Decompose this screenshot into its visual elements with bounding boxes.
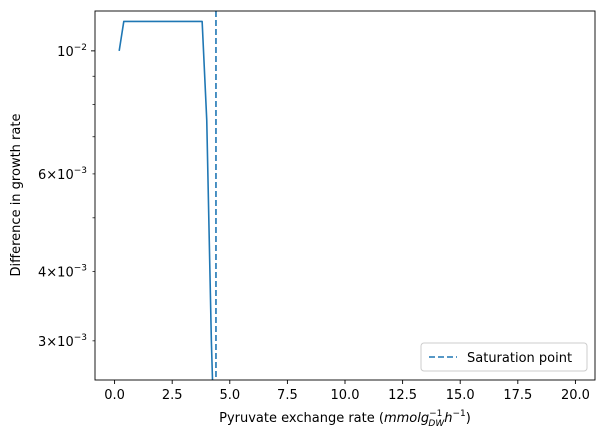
x-tick-label: 15.0 [446, 388, 475, 403]
series-line-1 [118, 20, 214, 380]
y-tick-label: 6×10−3 [38, 166, 87, 183]
y-tick-label-exponent: −3 [74, 264, 87, 274]
x-axis-label-close: ) [466, 411, 471, 426]
x-axis-label-open: ( [379, 411, 384, 426]
legend-box [420, 342, 588, 372]
plot-area [118, 11, 217, 380]
y-tick-label: 3×10−3 [38, 333, 87, 350]
y-tick-label-base: 10 [57, 266, 74, 281]
x-tick-label: 2.5 [162, 388, 183, 403]
y-tick-label: 10−2 [57, 43, 87, 60]
x-axis-label-text: Pyruvate exchange rate [219, 411, 375, 426]
x-axis-label-unit-sup: −1 [429, 409, 442, 419]
x-tick-label: 20.0 [561, 388, 590, 403]
x-axis-label-unit2: h [444, 411, 452, 426]
x-axis-label-unit-sub: DW [428, 419, 445, 429]
y-tick-label-base: 10 [57, 335, 74, 350]
x-tick-label: 5.0 [219, 388, 240, 403]
y-tick-label-base: 10 [57, 45, 74, 60]
y-axis-label: Difference in growth rate [9, 114, 24, 277]
x-tick-label: 10.0 [331, 388, 360, 403]
legend-label-saturation-point: Saturation point [467, 351, 572, 366]
tick-marks: 0.0 2.5 5.0 7.5 10.0 12.5 15.0 17.5 20.010−26×10… [38, 43, 590, 403]
x-axis-label-unit2-sup: −1 [453, 409, 466, 419]
x-tick-label: 12.5 [388, 388, 417, 403]
x-axis-label-unit-base: mmolg [384, 411, 429, 426]
y-tick-label: 4×10−3 [38, 264, 87, 281]
legend: Saturation point [420, 342, 588, 372]
y-tick-label-mantissa: 4× [38, 266, 57, 281]
x-tick-label: 0.0 [104, 388, 125, 403]
y-tick-label-exponent: −3 [74, 333, 87, 343]
x-tick-label: 17.5 [503, 388, 532, 403]
y-tick-label-exponent: −3 [74, 166, 87, 176]
y-tick-label-exponent: −2 [74, 43, 87, 53]
x-tick-label: 7.5 [277, 388, 298, 403]
y-tick-label-mantissa: 6× [38, 168, 57, 183]
y-tick-label-base: 10 [57, 168, 74, 183]
y-tick-label-mantissa: 3× [38, 335, 57, 350]
x-axis-label: Pyruvate exchange rate (mmolg−1 DWh−1) [219, 409, 471, 429]
